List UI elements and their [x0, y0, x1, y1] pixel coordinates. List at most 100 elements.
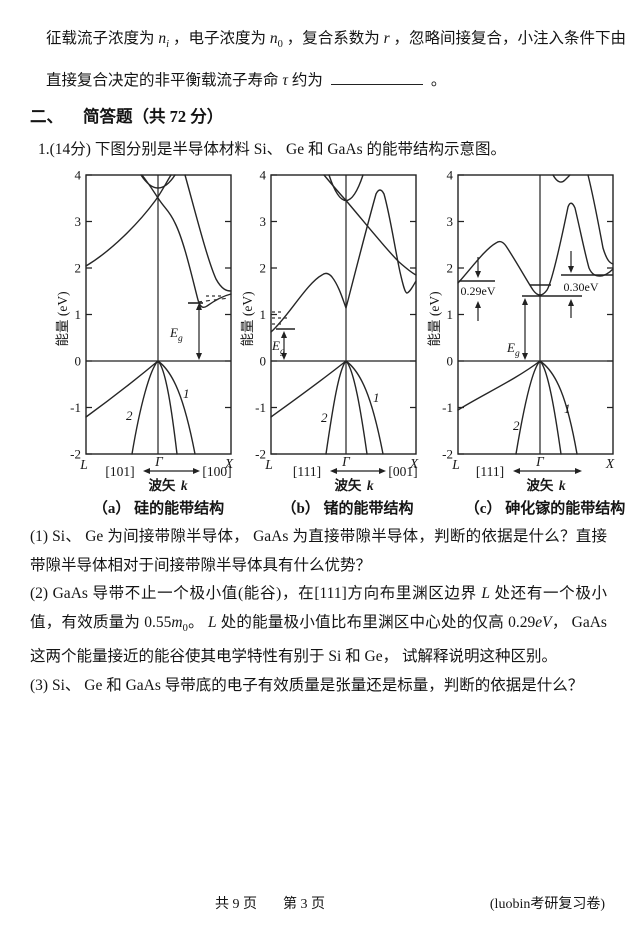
k-point-X: X — [224, 456, 234, 471]
y-ticks-left — [86, 174, 92, 455]
conduction-band-descending — [323, 174, 417, 276]
band-structure-figure-ge: 4 3 2 1 0 -1 -2 能量 (eV) Eg — [240, 168, 419, 494]
y-tick-label: 0 — [447, 354, 454, 369]
y-tick-label: 1 — [75, 307, 82, 322]
k-point-L: L — [79, 457, 88, 472]
k-axis-label: 波矢 k — [334, 477, 373, 493]
arrowhead-left — [513, 468, 520, 475]
annotation-030ev: 0.30eV — [564, 280, 599, 294]
footer-current-page: 第 3 页 — [283, 897, 325, 912]
arrowhead-up — [196, 303, 202, 311]
band-label-1: 1 — [564, 401, 571, 416]
arrowhead-down — [475, 271, 481, 279]
question-1-lead: 1.(14分) 下图分别是半导体材料 Si、 Ge 和 GaAs 的能带结构示意… — [38, 141, 506, 159]
band-structure-figures: 4 3 2 1 0 -1 -2 能量 (eV) Eg — [30, 161, 625, 519]
intro-paragraph: 征载流子浓度为 ni ，电子浓度为 n0 ，复合系数为 r ，忽略间接复合，小注… — [30, 21, 626, 99]
y-tick-label: 3 — [447, 214, 454, 229]
conduction-band-main — [270, 189, 417, 333]
item-1: (1) Si、 Ge 为间接带隙半导体， GaAs 为直接带隙半导体，判断的依据… — [30, 528, 607, 574]
y-tick-label: -2 — [442, 447, 453, 462]
intro-line-2: 直接复合决定的非平衡载流子寿命 τ 约为 。 — [30, 63, 607, 99]
y-ticks-right — [410, 220, 416, 409]
direction-right: [001] — [388, 464, 417, 479]
arrowhead-up — [568, 299, 574, 307]
section-index: 二、 — [30, 107, 63, 127]
band-structure-figure-si: 4 3 2 1 0 -1 -2 能量 (eV) Eg — [55, 168, 234, 494]
math-sub-0: 0 — [277, 39, 283, 51]
valence-band-light — [325, 360, 368, 455]
band-label-2: 2 — [513, 418, 520, 433]
figure-caption-a: （a） 硅的能带结构 — [92, 501, 225, 518]
arrowhead-left — [143, 468, 150, 475]
arrowhead-down — [196, 353, 202, 361]
figure-caption-b: （b） 锗的能带结构 — [281, 501, 414, 518]
arrowhead-down — [522, 353, 528, 361]
direction-left: [111] — [476, 464, 504, 479]
y-tick-label: 2 — [260, 261, 267, 276]
y-tick-label: -2 — [70, 447, 81, 462]
conduction-band-upper-dip — [552, 174, 571, 183]
intro-text: 。 — [430, 72, 447, 90]
band-label-1: 1 — [183, 386, 190, 401]
math-tau: τ — [282, 72, 288, 90]
y-tick-label: 1 — [447, 307, 454, 322]
k-point-X: X — [409, 456, 419, 471]
math-eV: eV — [535, 613, 552, 631]
footer-source: (luobin考研复习卷) — [489, 897, 605, 912]
intro-line-1: 征载流子浓度为 ni ，电子浓度为 n0 ，复合系数为 r ，忽略间接复合，小注… — [30, 21, 626, 63]
valence-band-light — [131, 360, 178, 455]
y-tick-label: 0 — [75, 354, 82, 369]
band-label-1: 1 — [373, 390, 380, 405]
direction-left: [101] — [105, 464, 134, 479]
conduction-band-upper — [140, 174, 176, 189]
page-content: 征载流子浓度为 ni ，电子浓度为 n0 ，复合系数为 r ，忽略间接复合，小注… — [30, 21, 626, 700]
item-3: (3) Si、 Ge 和 GaAs 导带底的电子有效质量是张量还是标量，判断的依… — [30, 676, 584, 694]
y-tick-label: -2 — [255, 447, 266, 462]
y-axis-label: 能量 (eV) — [427, 292, 442, 347]
y-axis-label: 能量 (eV) — [240, 292, 255, 347]
math-n: n — [158, 30, 167, 47]
section-title: 简答题（共 72 分） — [83, 107, 224, 127]
math-L: L — [207, 613, 217, 631]
y-tick-label: 2 — [447, 261, 454, 276]
item-2: (2) GaAs 导带不止一个极小值(能谷)，在[111]方向布里渊区边界 L … — [30, 585, 607, 666]
conduction-band-upper-right — [587, 174, 614, 265]
y-tick-label: 4 — [260, 168, 267, 183]
plot-frame — [270, 174, 417, 455]
band-label-2: 2 — [126, 408, 133, 423]
footer-total-pages: 共 9 页 — [215, 897, 257, 912]
band-structure-figure-gaas: 4 3 2 1 0 -1 -2 能量 (eV) 0.29eV — [427, 168, 615, 494]
k-axis-label: 波矢 k — [148, 477, 187, 493]
math-L: L — [481, 585, 490, 603]
valley-dashes — [197, 297, 230, 303]
y-ticks-right — [607, 220, 613, 409]
arrowhead-down — [568, 266, 574, 274]
section-heading: 二、 简答题（共 72 分） — [30, 103, 607, 127]
k-point-L: L — [264, 457, 273, 472]
y-tick-label: 4 — [447, 168, 454, 183]
y-tick-label: -1 — [255, 400, 266, 415]
arrowhead-right — [379, 468, 386, 475]
math-m: m — [171, 613, 183, 631]
arrowhead-right — [575, 468, 582, 475]
k-point-gamma: Γ — [341, 454, 351, 469]
math-sub-0: 0 — [182, 622, 188, 634]
arrowhead-up — [281, 331, 287, 339]
k-point-X: X — [605, 456, 615, 471]
valence-band-light — [515, 360, 562, 455]
arrowhead-down — [281, 353, 287, 361]
y-axis-label: 能量 (eV) — [55, 292, 70, 347]
annotation-029ev: 0.29eV — [461, 284, 496, 298]
k-point-gamma: Γ — [535, 454, 545, 469]
arrowhead-left — [330, 468, 337, 475]
intro-text: ，忽略间接复合，小注入条件下由 — [389, 30, 627, 47]
math-sub-i: i — [166, 39, 170, 51]
k-point-gamma: Γ — [154, 454, 164, 469]
k-point-L: L — [451, 457, 460, 472]
sub-questions: (1) Si、 Ge 为间接带隙半导体， GaAs 为直接带隙半导体，判断的依据… — [30, 523, 607, 700]
conduction-band-lower — [141, 174, 232, 309]
y-tick-label: -1 — [442, 400, 453, 415]
y-ticks-left — [271, 174, 277, 455]
conduction-band-left — [85, 174, 172, 267]
